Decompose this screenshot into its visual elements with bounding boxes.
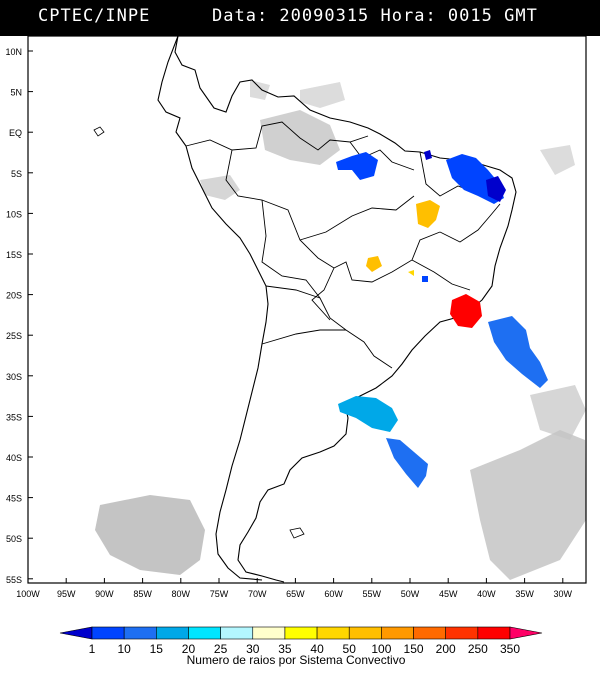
legend-tick-label: 20 xyxy=(182,642,196,656)
lon-label: 100W xyxy=(16,589,40,599)
map-canvas: 10N5NEQ5S10S15S20S25S30S35S40S45S50S55S … xyxy=(5,35,587,667)
lon-label: 95W xyxy=(57,589,76,599)
system-red-southeast xyxy=(450,294,482,328)
lon-label: 75W xyxy=(210,589,229,599)
legend-tick-label: 1 xyxy=(89,642,96,656)
lat-label: 10S xyxy=(6,209,22,219)
lon-label: 85W xyxy=(133,589,152,599)
lat-label: 5S xyxy=(11,169,22,179)
legend-tick-label: 50 xyxy=(343,642,357,656)
legend-swatch xyxy=(91,626,125,640)
system-blue-south xyxy=(386,438,428,488)
legend-tick-label: 150 xyxy=(404,642,424,656)
lon-label: 30W xyxy=(554,589,573,599)
convective-systems xyxy=(336,150,548,488)
system-blue-atlantic xyxy=(488,316,548,388)
lat-label: 45S xyxy=(6,494,22,504)
legend-tick-label: 200 xyxy=(436,642,456,656)
lat-label: 5N xyxy=(10,88,22,98)
lon-label: 40W xyxy=(477,589,496,599)
map-frame xyxy=(27,35,587,584)
lon-label: 80W xyxy=(172,589,191,599)
source-label: CPTEC/INPE xyxy=(38,6,151,26)
legend-tick-label: 15 xyxy=(150,642,164,656)
cloud-cover xyxy=(95,80,586,580)
legend-swatch xyxy=(188,626,221,640)
legend-swatch xyxy=(477,626,511,640)
legend-tick-label: 30 xyxy=(246,642,260,656)
legend-swatch xyxy=(252,626,286,640)
legend-tick-label: 250 xyxy=(468,642,488,656)
lon-label: 55W xyxy=(363,589,382,599)
lon-label: 60W xyxy=(324,589,343,599)
lat-label: 50S xyxy=(6,534,22,544)
legend-swatch xyxy=(445,626,479,640)
lat-label: 40S xyxy=(6,453,22,463)
system-blue-dot xyxy=(422,276,428,282)
lat-label: 10N xyxy=(5,47,22,57)
legend-swatch xyxy=(123,626,157,640)
legend-tick-label: 35 xyxy=(278,642,292,656)
lat-label: 15S xyxy=(6,250,22,260)
legend-swatch xyxy=(381,626,414,640)
legend-tick-label: 10 xyxy=(117,642,131,656)
lightning-map: 10N 5N EQ 5S 10S 15S 20S 25S 30S 35S 40S 45S 50S 55S … xyxy=(0,35,600,670)
system-darkblue-small xyxy=(424,150,432,160)
lon-label: 50W xyxy=(401,589,420,599)
system-yellow-dot xyxy=(408,270,414,276)
latitude-labels: 10N 5N EQ 5S 10S 15S 20S 25S 30S 35S 40S 45S 50S 55S xyxy=(5,47,33,585)
system-orange-small xyxy=(366,256,382,272)
lon-label: 90W xyxy=(95,589,114,599)
lat-label: 55S xyxy=(6,575,22,585)
legend-swatch xyxy=(413,626,446,640)
legend-swatch xyxy=(348,626,382,640)
legend-swatch xyxy=(220,626,254,640)
legend-tick-label: 25 xyxy=(214,642,228,656)
islands xyxy=(93,126,305,539)
lat-label: 20S xyxy=(6,291,22,301)
legend-tick-label: 40 xyxy=(310,642,324,656)
lat-label: 30S xyxy=(6,372,22,382)
system-cyan-southeast xyxy=(338,396,398,432)
system-blue-north xyxy=(336,152,378,180)
legend-caption: Numero de raios por Sistema Convectivo xyxy=(187,653,406,667)
lat-label: 25S xyxy=(6,331,22,341)
legend-arrow-left xyxy=(59,626,93,640)
legend-swatch xyxy=(284,626,318,640)
lon-label: 65W xyxy=(286,589,305,599)
legend-tick-label: 100 xyxy=(371,642,391,656)
legend-tick-label: 350 xyxy=(500,642,520,656)
legend-swatch xyxy=(316,626,350,640)
lat-label: 35S xyxy=(6,412,22,422)
lon-label: 45W xyxy=(439,589,458,599)
lon-label: 70W xyxy=(248,589,267,599)
legend-swatch xyxy=(156,626,189,640)
color-legend: 1 10 15 20 25 30 35 40 50 100 150 200 250 350 xyxy=(59,626,543,656)
lat-label: EQ xyxy=(9,128,22,138)
legend-arrow-right xyxy=(509,626,543,640)
longitude-labels: 100W 95W 90W 85W 80W 75W 70W 65W 60W 55W 50W 45W 40W… xyxy=(16,578,573,599)
system-darkblue-northeast xyxy=(486,176,506,202)
datetime-label: Data: 20090315 Hora: 0015 GMT xyxy=(212,6,538,26)
system-orange-central xyxy=(416,200,440,228)
lon-label: 35W xyxy=(515,589,534,599)
map-header: CPTEC/INPE Data: 20090315 Hora: 0015 GMT xyxy=(0,0,600,36)
